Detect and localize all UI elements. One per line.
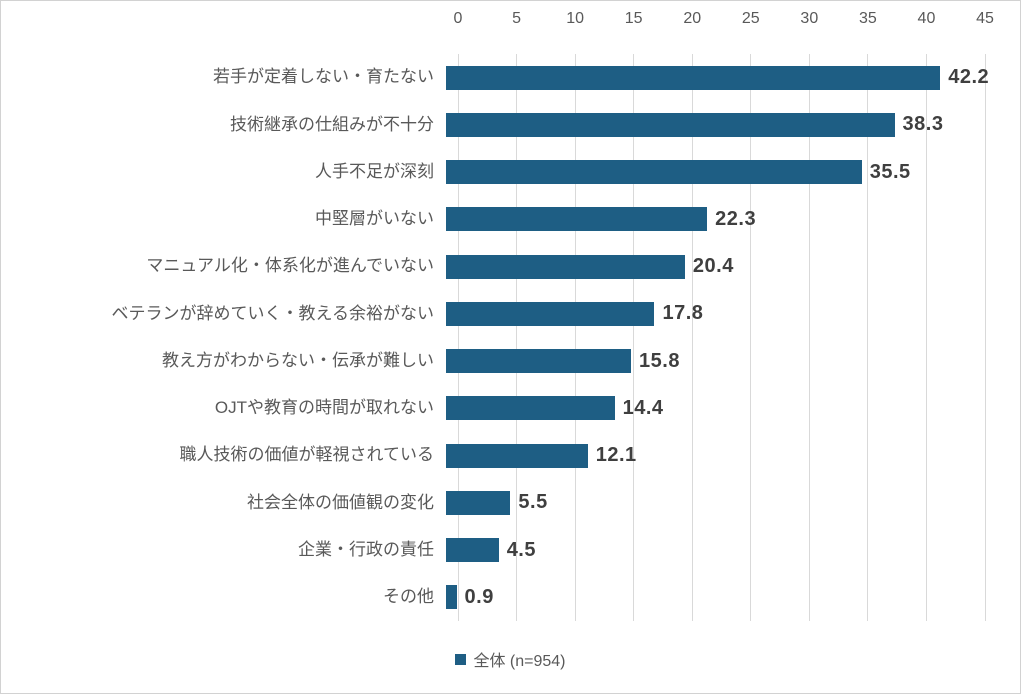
value-label: 38.3 <box>902 113 944 136</box>
category-label: 若手が定着しない・育たない <box>213 67 434 87</box>
bar-track: 35.5 <box>446 149 973 196</box>
bar-track: 17.8 <box>446 290 973 337</box>
bar-track: 22.3 <box>446 196 973 243</box>
bar-track: 0.9 <box>446 574 973 621</box>
gridline <box>867 54 869 621</box>
bar-row: 若手が定着しない・育たない 42.2 <box>1 54 1020 101</box>
bar-track: 15.8 <box>446 338 973 385</box>
bar-row: その他 0.9 <box>1 574 1020 621</box>
bar-row: 中堅層がいない 22.3 <box>1 196 1020 243</box>
x-axis-tick-label: 40 <box>917 10 936 27</box>
category-label: 企業・行政の責任 <box>298 539 434 559</box>
category-label: OJTや教育の時間が取れない <box>214 398 434 418</box>
bar-track: 42.2 <box>446 54 989 101</box>
bar-row: 人手不足が深刻 35.5 <box>1 149 1020 196</box>
value-label: 5.5 <box>518 491 548 514</box>
x-axis: 0 5 10 15 20 25 30 35 40 45 <box>454 10 994 30</box>
bar <box>446 585 457 610</box>
x-axis-tick-label: 45 <box>976 10 994 27</box>
plot-area <box>457 54 986 621</box>
value-label: 12.1 <box>595 444 637 467</box>
x-axis-tick-label: 10 <box>566 10 585 27</box>
bar-row: 技術継承の仕組みが不十分 38.3 <box>1 101 1020 148</box>
legend: 全体 (n=954) <box>1 647 1020 671</box>
bar <box>446 301 655 326</box>
legend-marker-icon <box>455 653 467 665</box>
bar-row: ベテランが辞めていく・教える余裕がない 17.8 <box>1 290 1020 337</box>
bar <box>446 349 632 374</box>
x-axis-tick-label: 5 <box>512 10 521 27</box>
bar-row: OJTや教育の時間が取れない 14.4 <box>1 385 1020 432</box>
category-label: マニュアル化・体系化が進んでいない <box>146 256 434 276</box>
gridline <box>457 54 459 621</box>
bar-track: 20.4 <box>446 243 973 290</box>
x-axis-tick-label: 25 <box>741 10 760 27</box>
bar-track: 38.3 <box>446 101 973 148</box>
value-label: 42.2 <box>948 66 990 89</box>
bar-track: 5.5 <box>446 479 973 526</box>
gridline <box>691 54 693 621</box>
gridline <box>808 54 810 621</box>
bar <box>446 160 862 185</box>
category-label: その他 <box>383 587 434 607</box>
bar <box>446 538 499 563</box>
bar <box>446 490 511 515</box>
category-label: 職人技術の価値が軽視されている <box>179 445 435 465</box>
value-label: 17.8 <box>662 302 704 325</box>
value-label: 20.4 <box>692 255 734 278</box>
bar-row: 企業・行政の責任 4.5 <box>1 527 1020 574</box>
gridline <box>984 54 986 621</box>
bar <box>446 254 685 279</box>
bar-row: 職人技術の価値が軽視されている 12.1 <box>1 432 1020 479</box>
x-axis-tick-label: 0 <box>453 10 463 27</box>
value-label: 15.8 <box>639 349 680 372</box>
category-label: 技術継承の仕組みが不十分 <box>230 114 434 134</box>
gridline <box>633 54 635 621</box>
bar-row: 社会全体の価値観の変化 5.5 <box>1 479 1020 526</box>
bar-track: 12.1 <box>446 432 973 479</box>
bar-row: マニュアル化・体系化が進んでいない 20.4 <box>1 243 1020 290</box>
category-label: ベテランが辞めていく・教える余裕がない <box>111 303 435 323</box>
bar-rows: 若手が定着しない・育たない 42.2 技術継承の仕組みが不十分 38.3 人手不足が深刻… <box>1 54 1020 621</box>
category-label: 人手不足が深刻 <box>315 161 434 181</box>
x-axis-tick-label: 30 <box>800 10 819 27</box>
bar-row: 教え方がわからない・伝承が難しい 15.8 <box>1 338 1020 385</box>
bar <box>446 207 708 232</box>
gridline <box>516 54 518 621</box>
value-label: 14.4 <box>622 396 664 419</box>
gridline <box>750 54 752 621</box>
bar <box>446 443 588 468</box>
x-axis-tick-label: 20 <box>683 10 702 27</box>
category-label: 教え方がわからない・伝承が難しい <box>162 350 434 370</box>
bar-track: 14.4 <box>446 385 973 432</box>
value-label: 22.3 <box>715 207 757 230</box>
x-axis-tick-label: 15 <box>624 10 643 27</box>
gridline <box>574 54 576 621</box>
category-label: 中堅層がいない <box>315 209 434 229</box>
value-label: 4.5 <box>506 538 536 561</box>
x-axis-tick-label: 35 <box>858 10 877 27</box>
legend-label: 全体 (n=954) <box>473 653 566 670</box>
bar <box>446 112 895 137</box>
value-label: 0.9 <box>464 585 494 608</box>
value-label: 35.5 <box>869 160 911 183</box>
gridline <box>925 54 927 621</box>
bar <box>446 65 941 90</box>
bar <box>446 396 615 421</box>
bar-track: 4.5 <box>446 527 973 574</box>
category-label: 社会全体の価値観の変化 <box>247 492 434 512</box>
